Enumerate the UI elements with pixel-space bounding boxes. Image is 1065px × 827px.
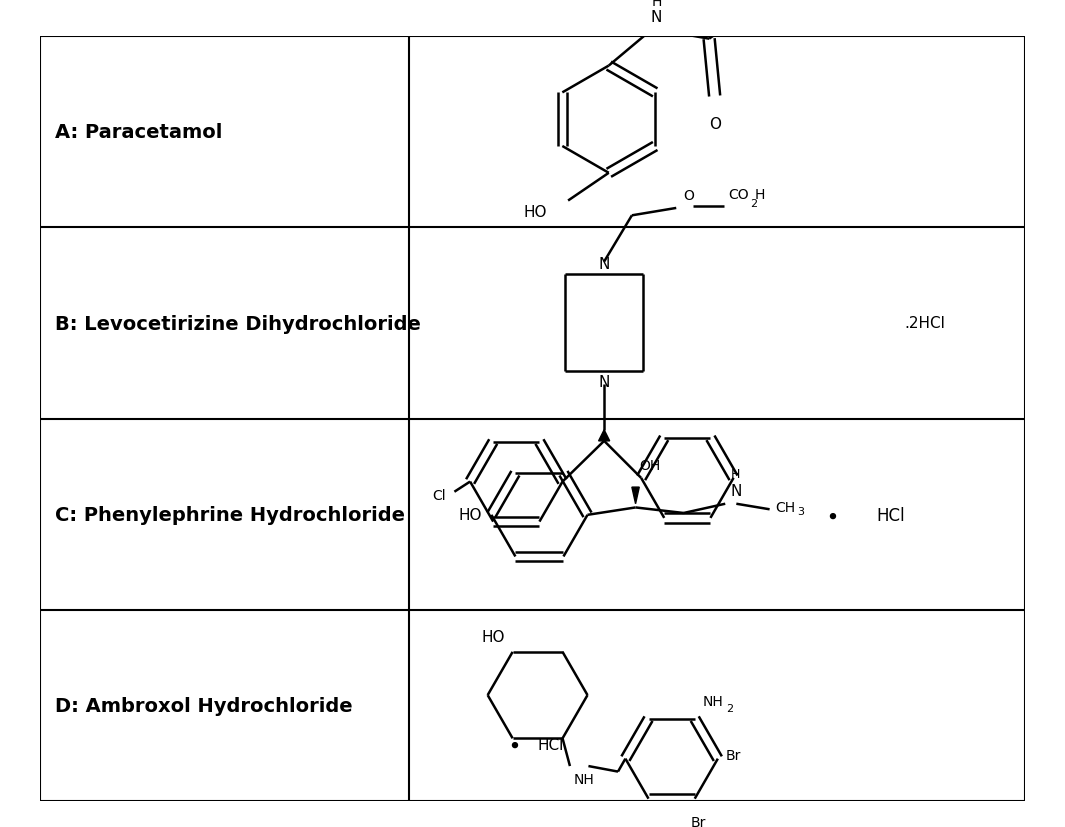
Text: HO: HO xyxy=(523,205,546,220)
Text: Br: Br xyxy=(725,748,740,762)
Text: $\bullet$: $\bullet$ xyxy=(824,505,837,525)
Text: HCl: HCl xyxy=(876,506,905,524)
Text: N: N xyxy=(731,484,742,499)
Text: H: H xyxy=(731,467,740,480)
Text: OH: OH xyxy=(639,459,660,473)
Text: H: H xyxy=(651,0,661,9)
Text: NH: NH xyxy=(702,694,723,708)
Text: H: H xyxy=(755,189,765,203)
Text: O: O xyxy=(684,189,694,203)
Text: $\bullet$: $\bullet$ xyxy=(507,734,520,754)
Text: NH: NH xyxy=(574,772,594,786)
Text: N: N xyxy=(651,10,662,25)
Text: O: O xyxy=(708,117,721,132)
Text: CO: CO xyxy=(728,189,749,203)
Polygon shape xyxy=(599,430,609,442)
Text: HCl: HCl xyxy=(538,737,564,752)
Text: HO: HO xyxy=(481,629,505,645)
Text: C: Phenylephrine Hydrochloride: C: Phenylephrine Hydrochloride xyxy=(55,505,405,524)
Text: .2HCl: .2HCl xyxy=(904,316,946,331)
Text: Cl: Cl xyxy=(432,489,446,503)
Text: N: N xyxy=(599,375,610,390)
Text: A: Paracetamol: A: Paracetamol xyxy=(55,123,223,142)
Text: B: Levocetirizine Dihydrochloride: B: Levocetirizine Dihydrochloride xyxy=(55,314,421,333)
Text: 2: 2 xyxy=(726,703,734,713)
Polygon shape xyxy=(632,487,639,504)
Text: 2: 2 xyxy=(750,198,757,208)
Text: 3: 3 xyxy=(798,506,804,516)
Text: D: Ambroxol Hydrochloride: D: Ambroxol Hydrochloride xyxy=(55,696,353,715)
Text: HO: HO xyxy=(459,508,482,523)
Text: CH: CH xyxy=(775,501,796,515)
Text: N: N xyxy=(599,256,610,271)
Text: Br: Br xyxy=(691,815,706,827)
